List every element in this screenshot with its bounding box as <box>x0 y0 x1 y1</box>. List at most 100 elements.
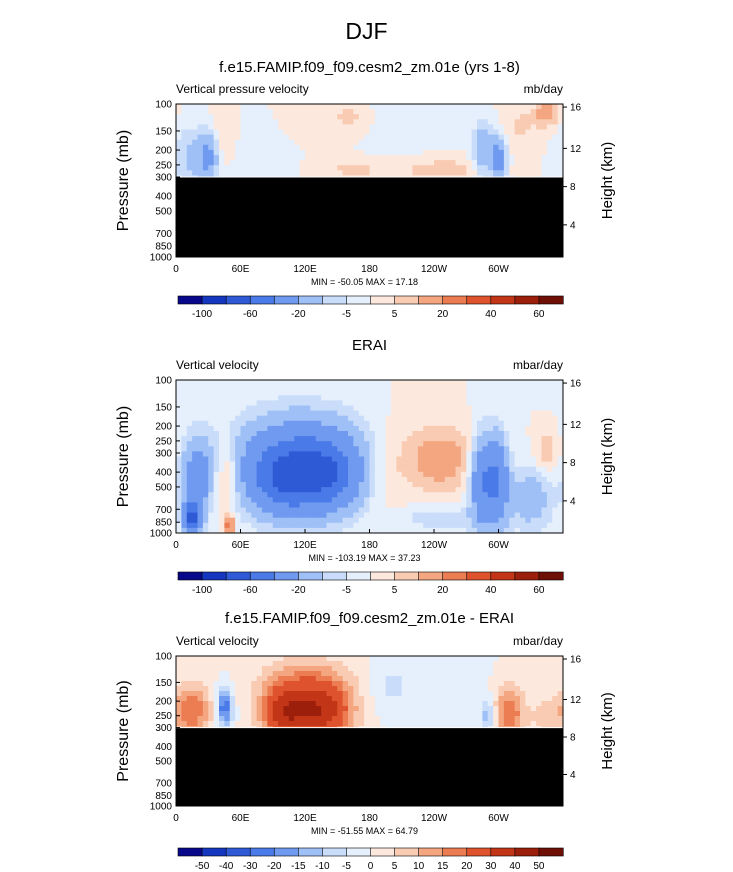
contour-cell <box>546 380 553 386</box>
contour-cell <box>192 691 199 697</box>
y-tick-label: 150 <box>155 126 172 137</box>
contour-cell <box>213 686 220 692</box>
contour-cell <box>267 691 274 697</box>
contour-cell <box>401 139 408 146</box>
contour-cell <box>342 517 349 524</box>
contour-cell <box>310 415 317 422</box>
contour-cell <box>245 119 252 125</box>
contour-cell <box>369 487 376 493</box>
contour-cell <box>541 160 548 166</box>
contour-cell <box>428 482 435 488</box>
contour-cell <box>229 666 236 672</box>
colorbar-swatch <box>418 571 444 581</box>
contour-cell <box>374 461 381 468</box>
contour-cell <box>536 471 543 478</box>
contour-cell <box>536 425 543 432</box>
contour-cell <box>525 431 532 437</box>
contour-cell <box>278 104 285 110</box>
contour-cell <box>219 114 225 120</box>
contour-cell <box>493 436 500 442</box>
contour-cell <box>208 461 215 468</box>
contour-cell <box>444 512 451 519</box>
contour-cell <box>525 482 532 488</box>
contour-cell <box>450 461 457 468</box>
contour-cell <box>503 466 510 473</box>
contour-cell <box>503 400 510 407</box>
contour-cell <box>520 661 526 667</box>
y-tick-label: 100 <box>155 100 172 111</box>
contour-cell <box>396 527 403 533</box>
contour-cell <box>256 149 263 156</box>
contour-cell <box>353 527 360 533</box>
contour-cell <box>466 686 473 692</box>
contour-cell <box>541 686 548 692</box>
contour-cell <box>471 456 478 463</box>
contour-cell <box>288 527 295 533</box>
contour-cell <box>348 466 354 473</box>
contour-cell <box>337 446 344 452</box>
contour-cell <box>348 451 354 458</box>
contour-cell <box>197 492 204 498</box>
contour-cell <box>208 390 215 396</box>
contour-cell <box>434 139 440 146</box>
contour-cell <box>213 410 220 417</box>
contour-cell <box>197 656 204 662</box>
contour-cell <box>288 512 295 519</box>
contour-cell <box>219 482 225 488</box>
contour-cell <box>364 476 371 483</box>
contour-cell <box>391 124 397 131</box>
contour-cell <box>364 431 371 437</box>
contour-cell <box>245 681 252 687</box>
contour-cell <box>240 487 247 493</box>
contour-cell <box>374 425 381 432</box>
contour-cell <box>498 124 505 131</box>
contour-cell <box>224 149 231 156</box>
contour-cell <box>278 466 285 473</box>
contour-cell <box>348 522 354 529</box>
contour-cell <box>466 471 473 478</box>
contour-cell <box>477 155 483 161</box>
contour-cell <box>482 451 489 458</box>
contour-cell <box>219 134 225 141</box>
contour-cell <box>380 517 387 524</box>
contour-cell <box>439 415 446 422</box>
contour-cell <box>245 149 252 156</box>
contour-cell <box>525 676 532 682</box>
contour-cell <box>294 471 301 478</box>
contour-cell <box>331 109 338 115</box>
contour-cell <box>466 139 473 146</box>
contour-cell <box>525 461 532 468</box>
contour-cell <box>213 691 220 697</box>
contour-cell <box>176 661 182 667</box>
contour-cell <box>455 522 462 529</box>
contour-cell <box>407 129 414 136</box>
contour-cell <box>396 160 403 166</box>
contour-cell <box>181 114 188 120</box>
y-axis-title: Pressure (mb) <box>115 130 132 231</box>
contour-cell <box>477 144 483 151</box>
contour-cell <box>380 476 387 483</box>
contour-cell <box>536 134 543 141</box>
contour-cell <box>224 446 231 452</box>
contour-cell <box>407 390 414 396</box>
contour-cell <box>235 431 242 437</box>
contour-cell <box>364 149 371 156</box>
contour-cell <box>208 512 215 519</box>
contour-cell <box>493 482 500 488</box>
contour-cell <box>471 415 478 422</box>
contour-cell <box>224 527 231 533</box>
contour-cell <box>256 476 263 483</box>
contour-cell <box>299 400 306 407</box>
contour-cell <box>288 114 295 120</box>
contour-cell <box>283 160 290 166</box>
contour-cell <box>530 410 537 417</box>
contour-cell <box>557 104 563 110</box>
contour-cell <box>391 461 397 468</box>
contour-cell <box>460 380 467 386</box>
contour-cell <box>219 436 225 442</box>
contour-cell <box>520 170 526 176</box>
contour-cell <box>552 482 559 488</box>
contour-cell <box>283 415 290 422</box>
contour-cell <box>186 466 193 473</box>
contour-cell <box>331 395 338 401</box>
